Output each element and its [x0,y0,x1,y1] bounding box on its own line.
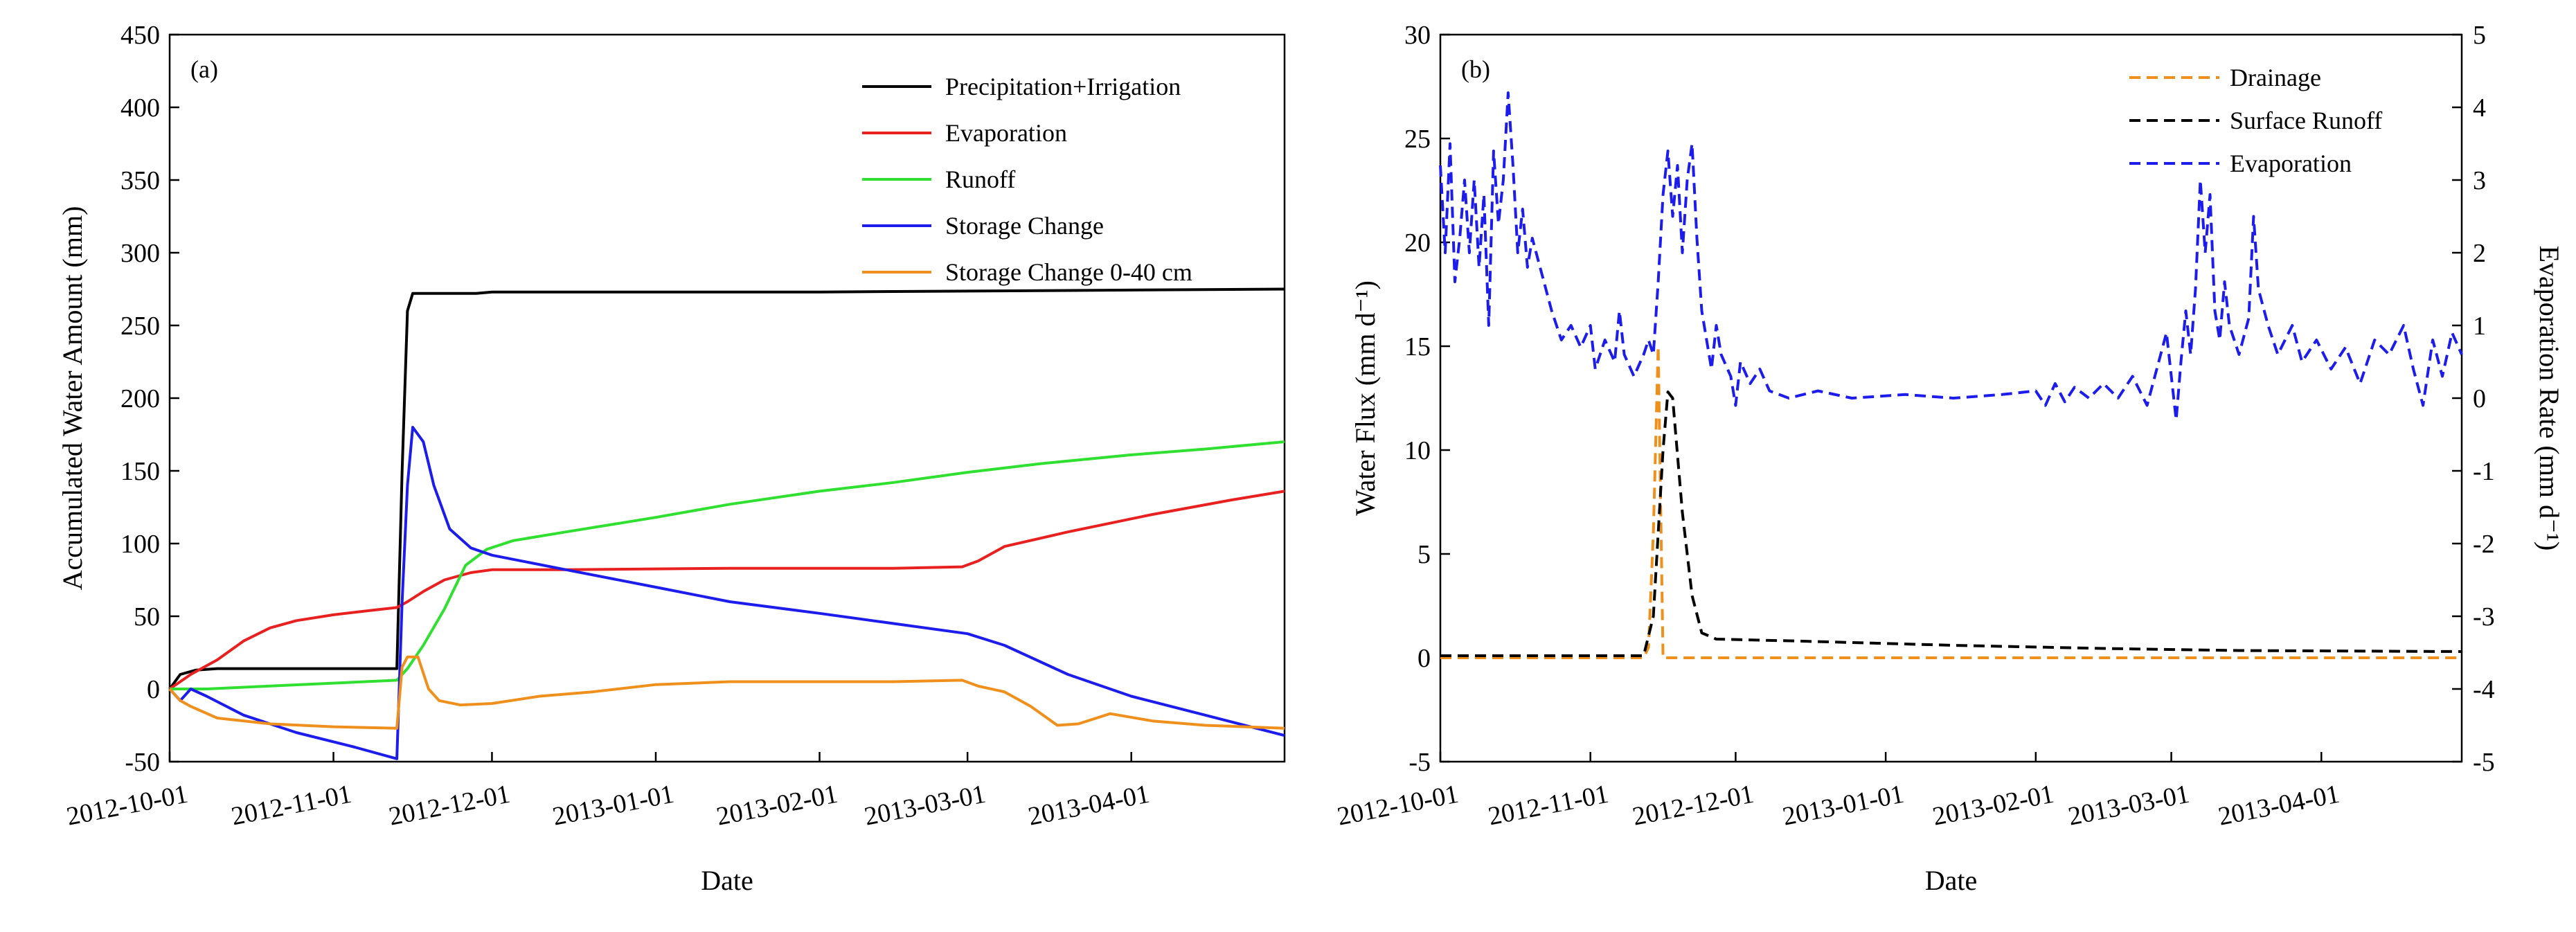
series-line-evaporation [168,490,1285,690]
y2-tick-label: 1 [2473,312,2486,341]
y2-axis-title: Evaporation Rate (mm d⁻¹) [2534,246,2565,551]
y-tick-label: 15 [1404,332,1431,361]
series-line-evaporation [1439,91,2463,422]
x-axis-title: Date [701,865,753,896]
y-tick-label: 20 [1404,228,1431,258]
legend-label: Runoff [945,165,1015,193]
y2-tick-label: -2 [2473,530,2495,559]
legend-label: Storage Change 0-40 cm [945,258,1192,286]
series-line-drainage [1440,345,2462,659]
y-tick-label: 400 [120,93,160,123]
legend-label: Evaporation [2230,150,2352,177]
x-tick-label: 2013-02-01 [714,780,840,832]
y-tick-label: -5 [1408,748,1431,777]
y-tick-label: 0 [1417,644,1431,673]
legend-label: Drainage [2230,64,2321,91]
x-tick-label: 2013-04-01 [2216,780,2342,832]
series-line-runoff [170,440,1285,690]
series-line-storage-change-0-40-cm [168,655,1285,730]
y-tick-label: 100 [120,530,160,559]
y2-tick-label: -4 [2473,675,2495,704]
chart-panel-a: -50 0 50 100 150 200 250 300 350 400 450 2012-10-01… [57,21,1286,896]
y-axis-title: Accumulated Water Amount (mm) [57,206,88,591]
y-tick-label: 50 [134,602,160,631]
series-line-storage-change [168,426,1285,760]
x-tick-label: 2013-03-01 [862,780,988,832]
x-tick-label: 2012-10-01 [64,780,190,832]
plot-frame [168,33,1286,763]
chart-panel-b: -5 0 5 10 15 20 25 30 -5 -4 -3 -2 -1 0 1 2 3 4 5 2012-10-01… [1335,21,2565,896]
x-tick-label: 2013-01-01 [1780,780,1906,832]
y-tick-label: -50 [125,748,160,777]
y-tick-label: 5 [1417,540,1431,569]
y2-tick-label: 0 [2473,384,2486,413]
x-tick-label: 2012-11-01 [229,780,355,832]
y2-tick-label: -3 [2473,602,2495,631]
x-tick-label: 2013-02-01 [1930,780,2056,832]
legend-label: Precipitation+Irrigation [945,73,1181,100]
legend: Precipitation+Irrigation Evaporation Runof… [862,73,1192,286]
x-axis-title: Date [1925,865,1978,896]
panel-label: (b) [1461,55,1490,83]
y-tick-label: 30 [1404,21,1431,50]
y2-tick-label: -1 [2473,457,2495,486]
y-tick-label: 350 [120,166,160,195]
y2-tick-label: 2 [2473,239,2486,268]
x-tick-label: 2012-10-01 [1335,780,1461,832]
x-tick-label: 2012-12-01 [386,780,512,832]
y-tick-label: 0 [147,675,160,704]
x-tick-label: 2012-11-01 [1486,780,1611,832]
x-tick-label: 2012-12-01 [1630,780,1756,832]
x-tick-label: 2013-03-01 [2066,780,2192,832]
y-tick-label: 300 [120,239,160,268]
y-tick-label: 25 [1404,125,1431,154]
legend-label: Evaporation [945,119,1067,147]
x-tick-label: 2013-04-01 [1026,780,1152,832]
y-tick-label: 250 [120,312,160,341]
y-axis-title: Water Flux (mm d⁻¹) [1350,280,1381,516]
legend-label: Surface Runoff [2230,107,2382,134]
y2-tick-label: 5 [2473,21,2486,50]
panel-label: (a) [190,55,218,83]
series-line-precipitation-irrigation [168,287,1285,690]
y-tick-label: 200 [120,384,160,413]
legend-label: Storage Change [945,212,1104,240]
x-tick-label: 2013-01-01 [551,780,677,832]
legend: Drainage Surface Runoff Evaporation [2129,64,2382,177]
y-tick-label: 10 [1404,436,1431,465]
y2-tick-label: 3 [2473,166,2486,195]
y-tick-label: 450 [120,21,160,50]
y2-tick-label: 4 [2473,93,2486,123]
y-tick-label: 150 [120,457,160,486]
y2-tick-label: -5 [2473,748,2495,777]
series-line-surface-runoff [1440,391,2462,657]
